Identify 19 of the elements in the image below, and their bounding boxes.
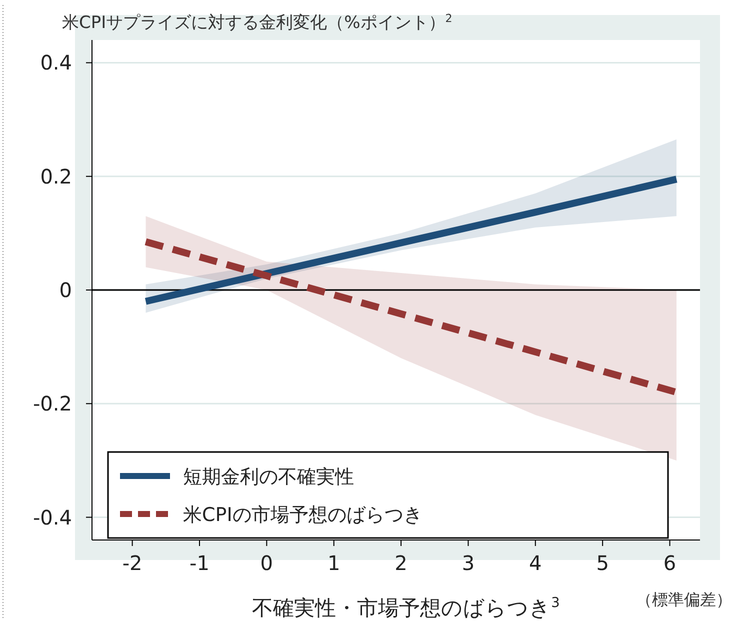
chart-title: 米CPIサプライズに対する金利変化（%ポイント）$^{2}$ [62, 12, 452, 33]
y-tick-label: -0.4 [32, 505, 72, 530]
x-tick-label: 1 [327, 551, 340, 575]
x-tick-label: 0 [260, 551, 274, 575]
x-tick-label: -2 [122, 551, 142, 575]
legend-label: 短期金利の不確実性 [183, 466, 354, 488]
legend-label: 米CPIの市場予想のばらつき [183, 504, 422, 526]
x-tick-label: 6 [663, 551, 676, 575]
y-tick-label: 0.2 [40, 164, 72, 188]
x-tick-label: 5 [596, 551, 609, 575]
text: （標準偏差） [636, 590, 732, 609]
x-tick-label: 3 [462, 551, 475, 575]
x-tick-label: 2 [394, 551, 408, 575]
x-axis-title: 不確実性・市場予想のばらつき$^{3}$ [252, 595, 560, 620]
y-tick-label: 0.4 [40, 50, 72, 75]
y-tick-label: 0 [59, 278, 72, 302]
y-tick-label: -0.2 [32, 392, 72, 416]
x-tick-label: 4 [529, 551, 542, 575]
x-tick-label: -1 [190, 551, 210, 575]
